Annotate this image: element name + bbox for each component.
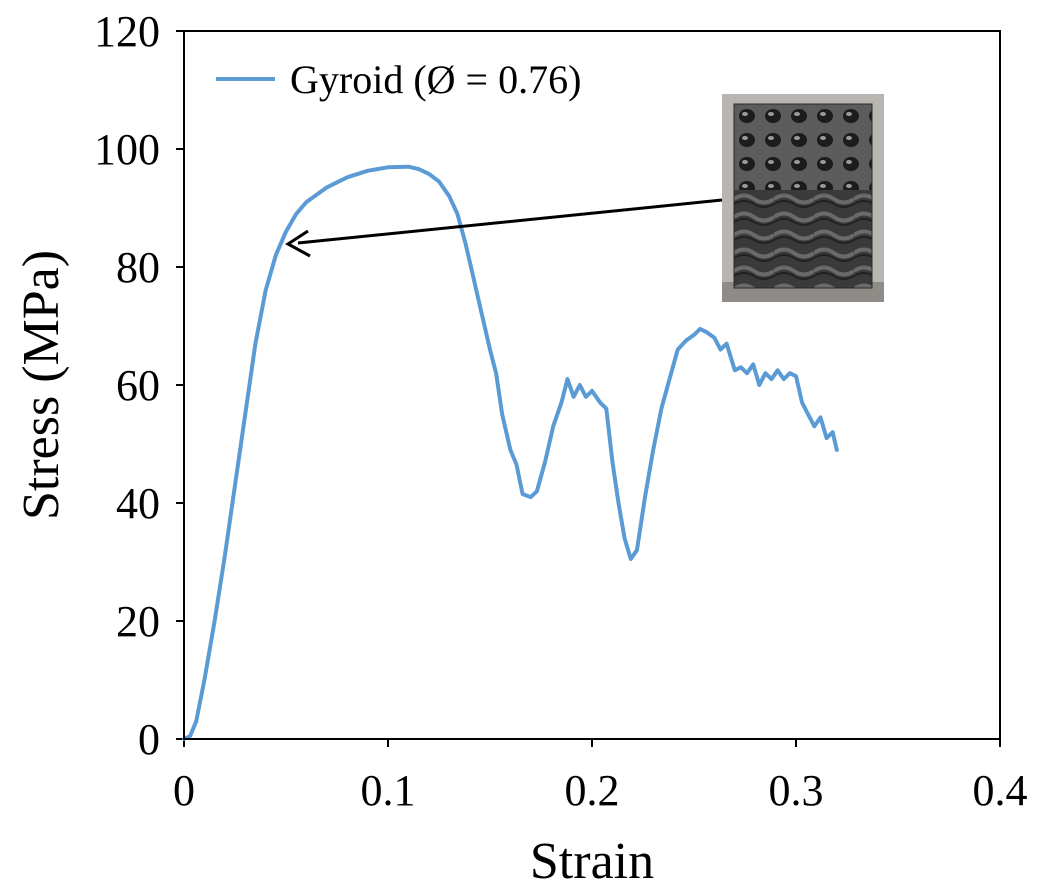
x-tick-label: 0.4 [973,766,1028,815]
specimen-photo-inset [722,94,884,302]
y-tick-label: 20 [116,597,160,646]
y-tick-label: 80 [116,243,160,292]
y-tick-label: 0 [138,715,160,764]
legend: Gyroid (Ø = 0.76) [216,57,581,102]
x-tick-label: 0.1 [361,766,416,815]
y-tick-label: 120 [94,7,160,56]
x-tick-label: 0 [173,766,195,815]
x-axis-ticks: 0 0.1 0.2 0.3 0.4 [173,739,1028,815]
y-axis-title: Stress (MPa) [13,250,70,520]
x-tick-label: 0.3 [769,766,824,815]
series-line-gyroid [182,164,839,741]
y-tick-label: 40 [116,479,160,528]
y-axis-ticks: 0 20 40 60 80 100 120 [94,7,184,764]
annotation-arrow [285,198,723,258]
x-tick-label: 0.2 [565,766,620,815]
y-tick-label: 60 [116,361,160,410]
legend-label: Gyroid (Ø = 0.76) [290,57,581,102]
y-tick-label: 100 [94,125,160,174]
x-axis-title: Strain [530,833,654,882]
plot-area-frame [183,30,1001,740]
